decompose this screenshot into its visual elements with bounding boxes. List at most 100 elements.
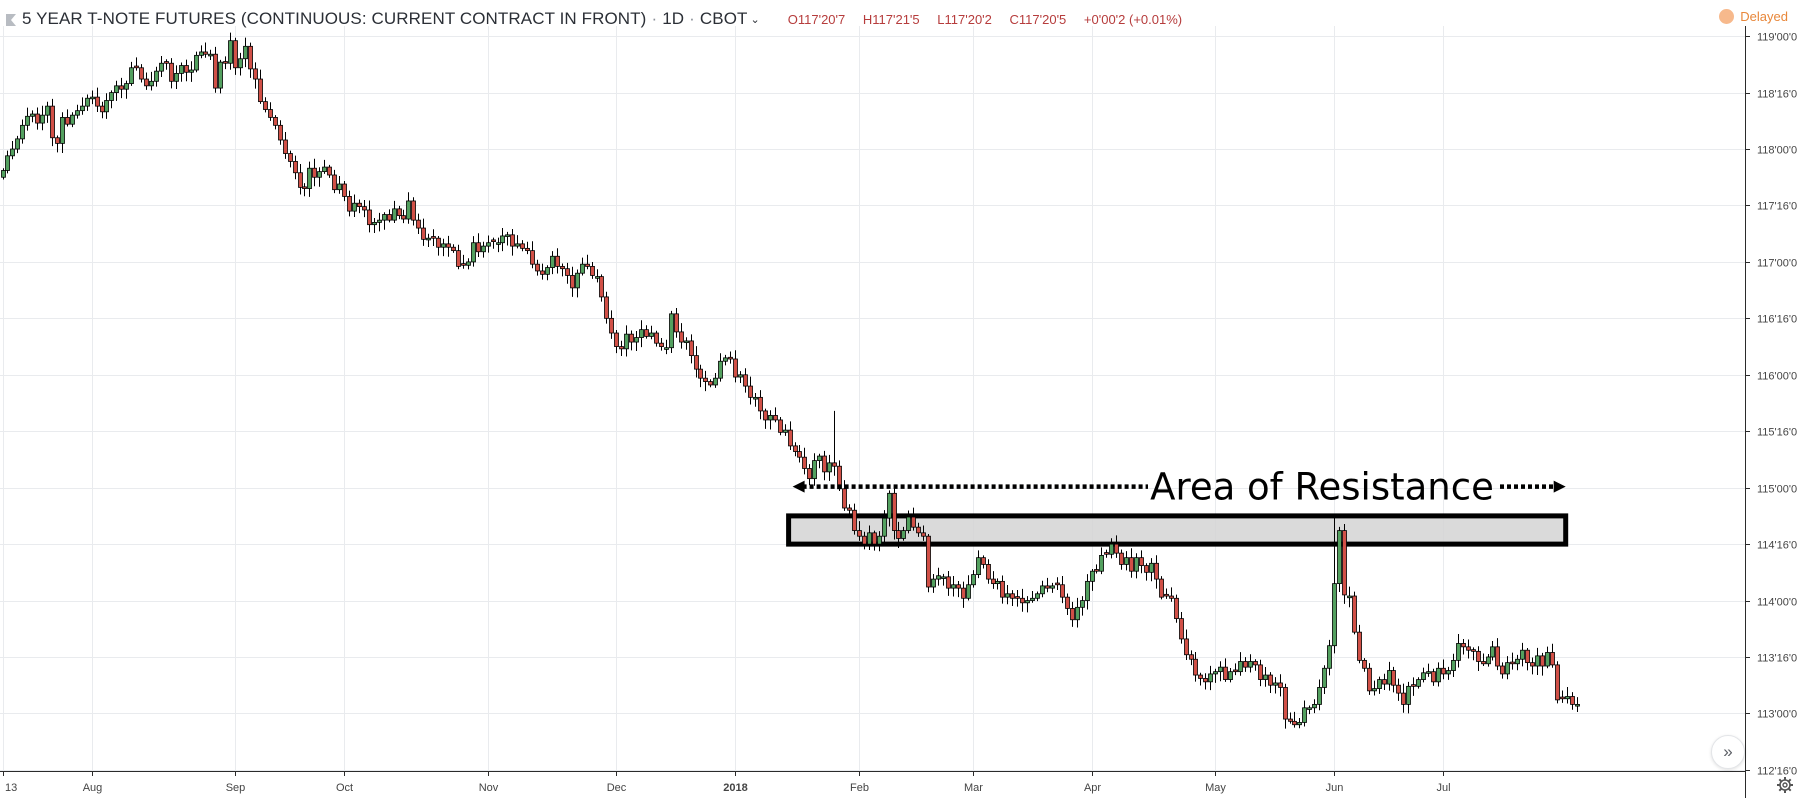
candle xyxy=(609,310,614,339)
candle xyxy=(946,570,951,596)
candle-body-up xyxy=(1490,646,1495,658)
candle xyxy=(1466,639,1471,659)
candle-body-up xyxy=(317,171,322,178)
candle-body-down xyxy=(847,507,852,511)
price-axis-label: 116'16'0 xyxy=(1757,314,1797,326)
candle xyxy=(1283,683,1288,729)
candle-body-down xyxy=(778,419,783,433)
candle-body-down xyxy=(1510,661,1515,665)
candle xyxy=(1540,652,1545,676)
candle-body-up xyxy=(877,535,882,545)
candle-body-up xyxy=(669,313,674,349)
candle xyxy=(317,167,322,187)
candle xyxy=(1070,601,1075,627)
candle-body-down xyxy=(793,445,798,452)
price-axis-label: 115'16'0 xyxy=(1757,427,1797,439)
candle-body-up xyxy=(1322,667,1327,688)
candle xyxy=(500,227,505,252)
candle-body-up xyxy=(827,462,832,473)
candle xyxy=(911,507,916,531)
candle xyxy=(75,104,80,119)
candle xyxy=(347,190,352,217)
interval-label[interactable]: 1D xyxy=(662,9,685,28)
candle-body-up xyxy=(377,219,382,223)
candle-body-down xyxy=(1401,692,1406,705)
change-value: +0'00'2 (+0.01%) xyxy=(1083,11,1183,27)
candle-body-down xyxy=(659,342,664,347)
candle xyxy=(20,119,25,144)
candle xyxy=(1382,673,1387,690)
candle xyxy=(1490,640,1495,661)
gear-icon[interactable] xyxy=(1776,776,1794,794)
candle xyxy=(1129,548,1134,578)
symbol-name[interactable]: 5 YEAR T-NOTE FUTURES (CONTINUOUS: CURRE… xyxy=(22,9,647,28)
candle xyxy=(30,110,35,123)
candle-body-down xyxy=(332,174,337,191)
candle xyxy=(1446,666,1451,680)
candle xyxy=(1134,553,1139,579)
candle-body-up xyxy=(1446,670,1451,675)
candle-body-up xyxy=(1337,530,1342,585)
candle-body-up xyxy=(550,255,555,268)
candle xyxy=(213,46,218,93)
candle-body-down xyxy=(1129,557,1134,572)
candle xyxy=(1406,681,1411,714)
candle-body-down xyxy=(708,381,713,386)
candle xyxy=(773,407,778,423)
delayed-status[interactable]: Delayed xyxy=(1719,9,1788,24)
candle-body-down xyxy=(357,202,362,208)
candle xyxy=(604,291,609,324)
candle xyxy=(986,559,991,584)
candle-body-down xyxy=(1144,565,1149,573)
candle-body-up xyxy=(15,138,20,150)
candle-body-up xyxy=(887,492,892,519)
exchange-label: CBOT xyxy=(699,9,748,28)
candle-body-down xyxy=(604,296,609,319)
candle xyxy=(1119,549,1124,570)
candle xyxy=(1189,650,1194,666)
candle xyxy=(535,259,540,276)
candle-body-down xyxy=(892,492,897,531)
candle xyxy=(1337,526,1342,592)
candle xyxy=(60,112,65,153)
candle xyxy=(1114,535,1119,558)
candle-body-down xyxy=(278,124,283,141)
candle-body-down xyxy=(273,117,278,126)
double-chevron-right-icon[interactable]: » xyxy=(1711,735,1745,769)
candle xyxy=(411,197,416,226)
candle xyxy=(263,97,268,113)
symbol-title[interactable]: 5 YEAR T-NOTE FUTURES (CONTINUOUS: CURRE… xyxy=(22,9,748,28)
candle-body-down xyxy=(961,587,966,599)
candle xyxy=(872,530,877,551)
candle-body-down xyxy=(852,509,857,531)
flag-icon[interactable] xyxy=(6,13,16,26)
candle xyxy=(1055,577,1060,591)
candle xyxy=(1203,673,1208,690)
candle xyxy=(941,573,946,586)
candle xyxy=(916,522,921,537)
candle-body-up xyxy=(392,208,397,221)
candle-body-up xyxy=(80,105,85,112)
annotation-label: Area of Resistance xyxy=(1150,466,1494,509)
candle-body-up xyxy=(5,155,10,171)
candle xyxy=(1075,597,1080,628)
candle xyxy=(1486,654,1491,667)
candle xyxy=(1154,555,1159,589)
candle xyxy=(194,51,199,73)
candle xyxy=(807,464,812,486)
candle-body-down xyxy=(144,78,149,87)
candle xyxy=(1268,672,1273,693)
candle xyxy=(100,101,105,119)
candle xyxy=(956,581,961,598)
candle-body-down xyxy=(1174,597,1179,620)
chevron-down-icon[interactable]: ⌄ xyxy=(750,13,760,26)
candle-body-down xyxy=(832,462,837,467)
candle xyxy=(1505,656,1510,680)
candle-body-up xyxy=(768,415,773,421)
candle xyxy=(1223,658,1228,682)
candle xyxy=(387,209,392,223)
candle xyxy=(268,102,273,121)
candle xyxy=(689,334,694,364)
